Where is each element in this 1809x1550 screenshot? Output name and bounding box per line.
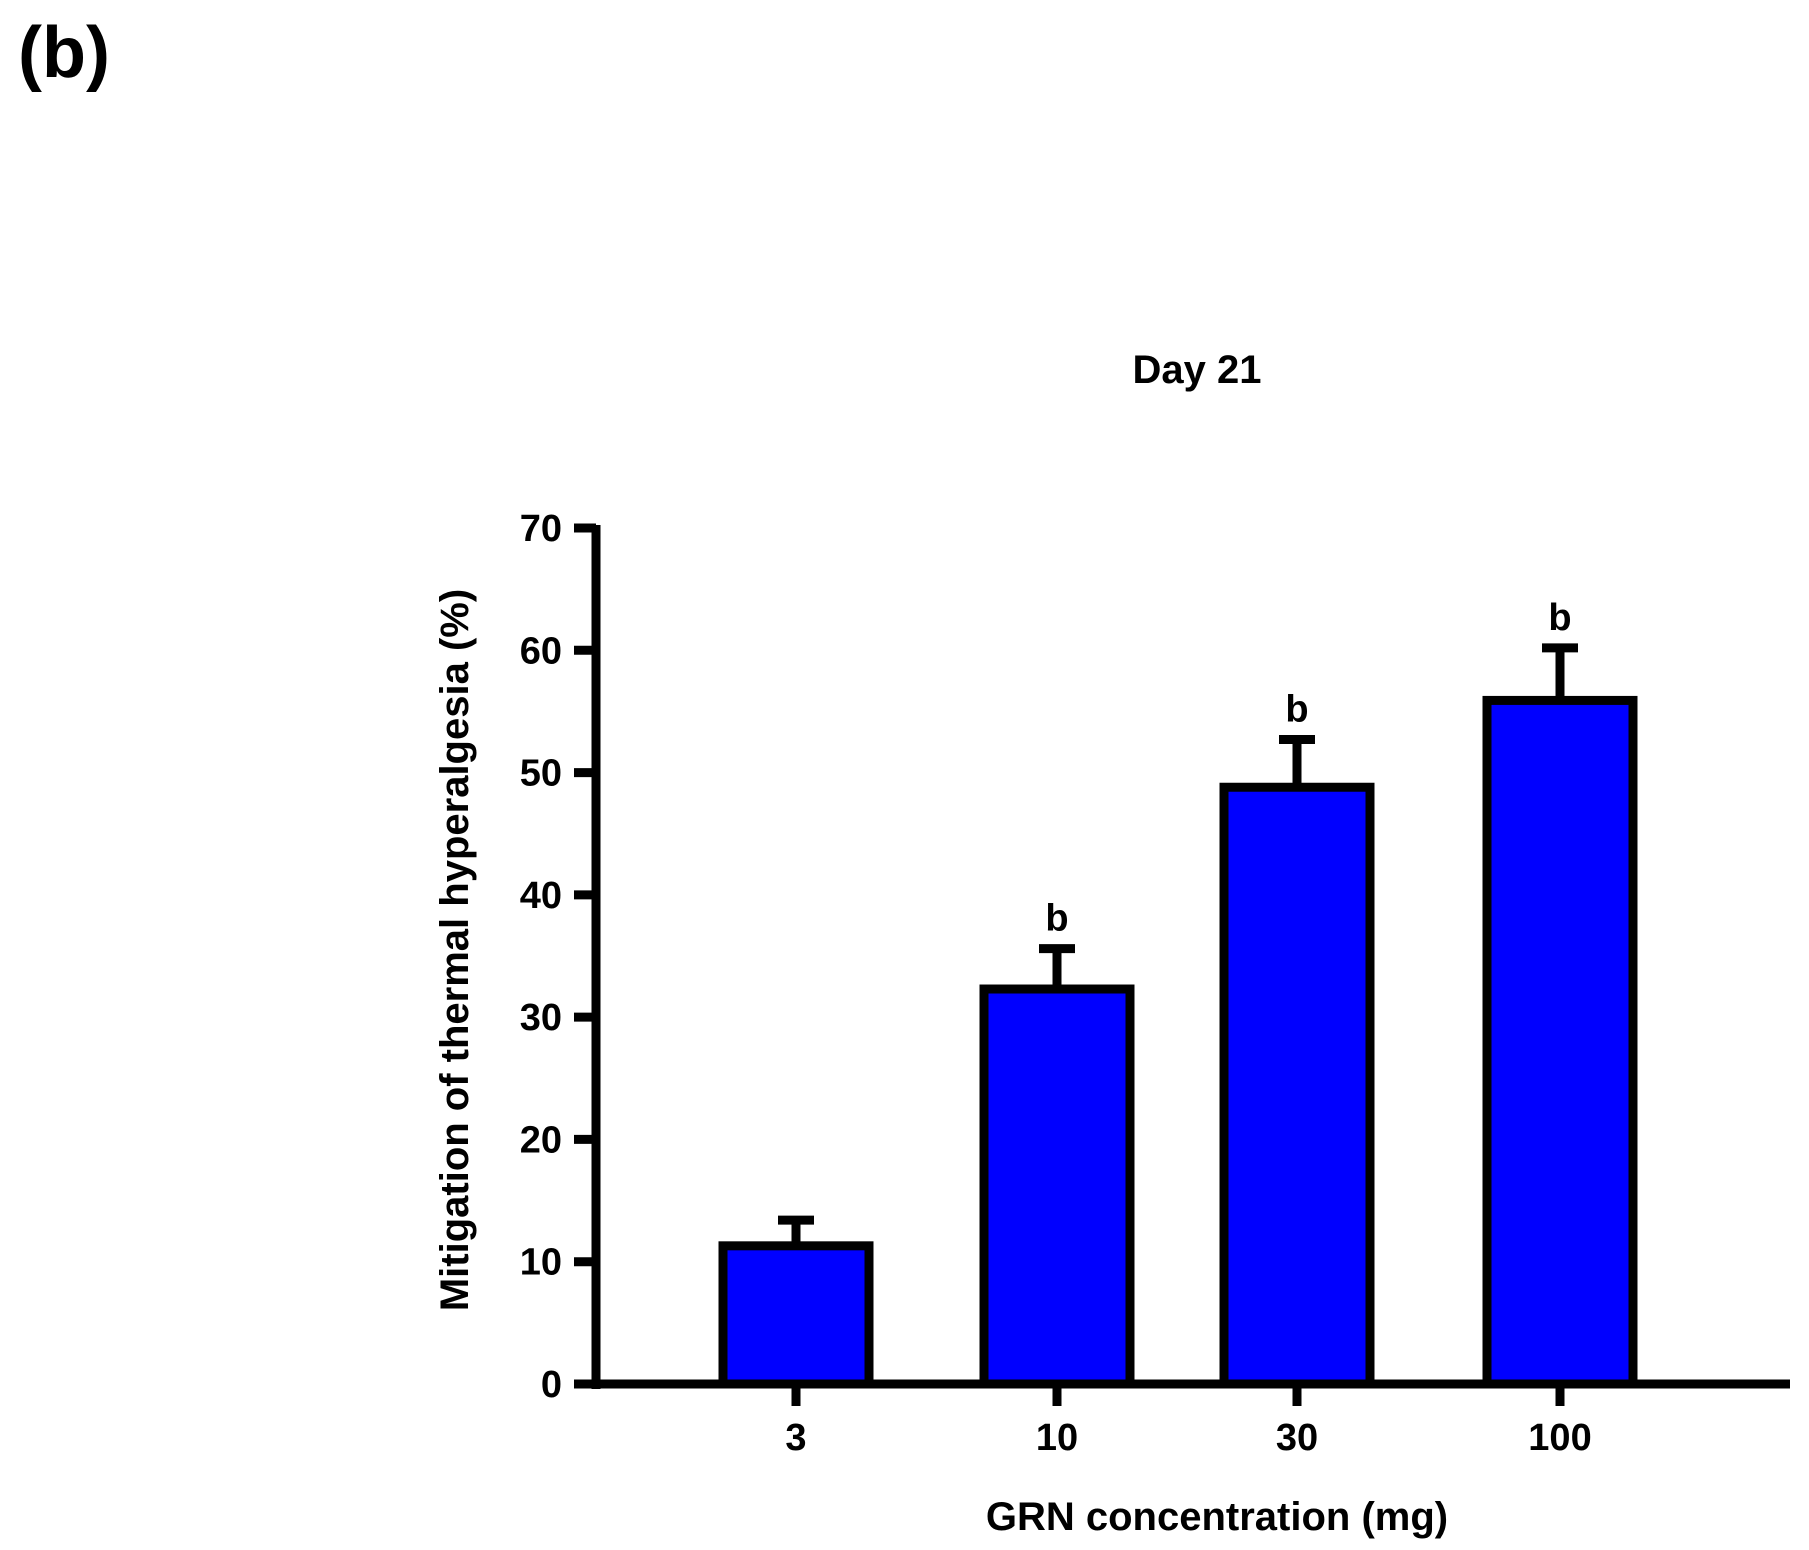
- error-bars-group: b b b: [778, 597, 1578, 1246]
- bar-10: [979, 984, 1135, 1389]
- panel-label: (b): [18, 13, 110, 93]
- bar-3: [718, 1241, 874, 1389]
- y-tick-label: 40: [520, 875, 562, 917]
- x-tick-label-100: 100: [1528, 1417, 1591, 1459]
- significance-label-10: b: [1045, 898, 1068, 940]
- x-axis: 3 10 30 100: [591, 1379, 1790, 1459]
- y-tick-label: 60: [520, 630, 562, 672]
- significance-label-100: b: [1548, 597, 1571, 639]
- y-tick-label: 10: [520, 1242, 562, 1284]
- bars-group: [718, 695, 1638, 1389]
- bar-30: [1219, 782, 1375, 1389]
- x-axis-label: GRN concentration (mg): [986, 1495, 1448, 1539]
- chart-title: Day 21: [1133, 348, 1262, 392]
- significance-label-30: b: [1285, 689, 1308, 731]
- y-tick-label: 0: [541, 1364, 562, 1406]
- y-tick-label: 70: [520, 508, 562, 550]
- x-tick-label-30: 30: [1276, 1417, 1318, 1459]
- y-axis: 0 10 20 30 40 50 60 70: [520, 508, 601, 1406]
- y-tick-label: 50: [520, 753, 562, 795]
- x-tick-label-3: 3: [785, 1417, 806, 1459]
- y-tick-label: 20: [520, 1119, 562, 1161]
- y-axis-label: Mitigation of thermal hyperalgesia (%): [433, 589, 477, 1311]
- bar-100: [1482, 695, 1638, 1389]
- y-tick-label: 30: [520, 997, 562, 1039]
- x-tick-label-10: 10: [1036, 1417, 1078, 1459]
